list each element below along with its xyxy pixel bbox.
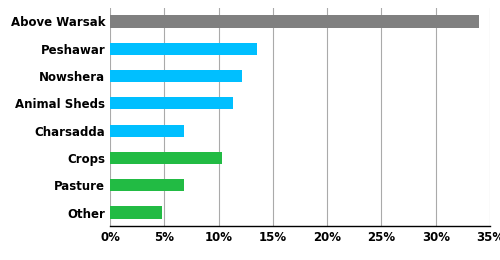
Bar xyxy=(110,206,162,219)
Bar xyxy=(110,15,479,28)
Bar xyxy=(110,43,256,55)
Bar xyxy=(110,97,232,109)
Bar xyxy=(110,125,184,137)
Bar xyxy=(110,70,242,82)
Bar xyxy=(110,179,184,191)
Bar xyxy=(110,152,222,164)
